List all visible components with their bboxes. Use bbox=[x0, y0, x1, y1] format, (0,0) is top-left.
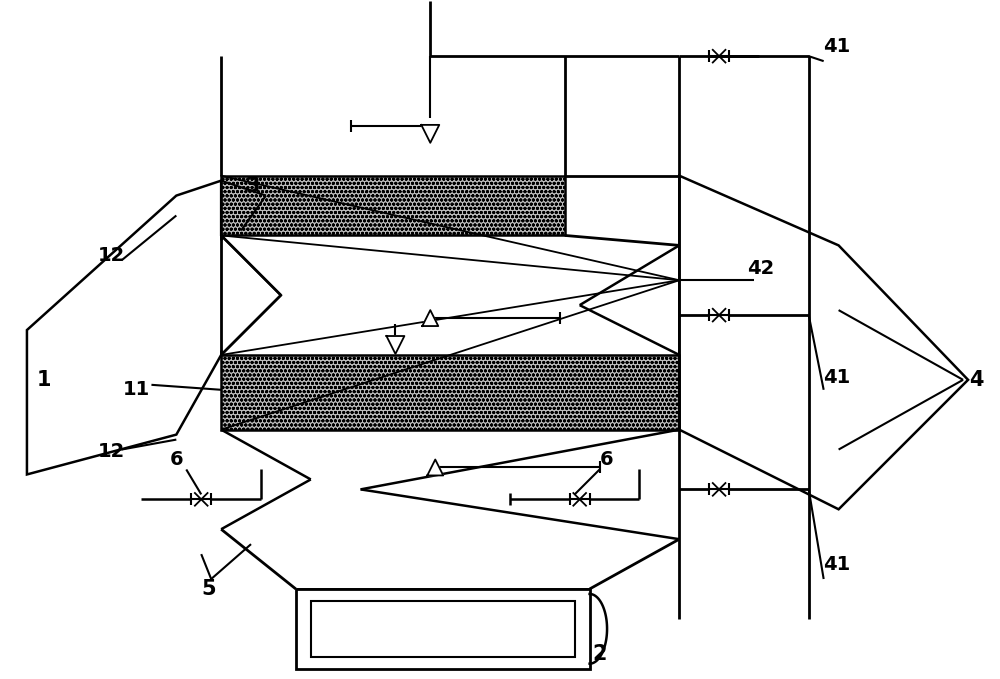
Text: 12: 12 bbox=[98, 442, 125, 461]
Text: 6: 6 bbox=[600, 450, 613, 469]
Polygon shape bbox=[421, 125, 439, 143]
Text: 3: 3 bbox=[246, 176, 260, 196]
Text: 2: 2 bbox=[592, 644, 607, 663]
Text: 11: 11 bbox=[123, 380, 150, 399]
Text: 41: 41 bbox=[823, 368, 850, 387]
Text: 41: 41 bbox=[823, 37, 850, 56]
Text: 6: 6 bbox=[170, 450, 183, 469]
Text: 4: 4 bbox=[969, 370, 983, 390]
Text: 41: 41 bbox=[823, 555, 850, 574]
Text: 12: 12 bbox=[98, 246, 125, 265]
Text: 42: 42 bbox=[747, 259, 775, 278]
Bar bbox=[311, 601, 575, 657]
Polygon shape bbox=[422, 310, 438, 326]
Bar bbox=[296, 589, 590, 669]
Text: 1: 1 bbox=[37, 370, 51, 390]
Bar bbox=[221, 176, 565, 236]
Polygon shape bbox=[427, 460, 443, 475]
Bar bbox=[221, 355, 679, 430]
Polygon shape bbox=[386, 336, 404, 354]
Text: 5: 5 bbox=[201, 579, 216, 599]
